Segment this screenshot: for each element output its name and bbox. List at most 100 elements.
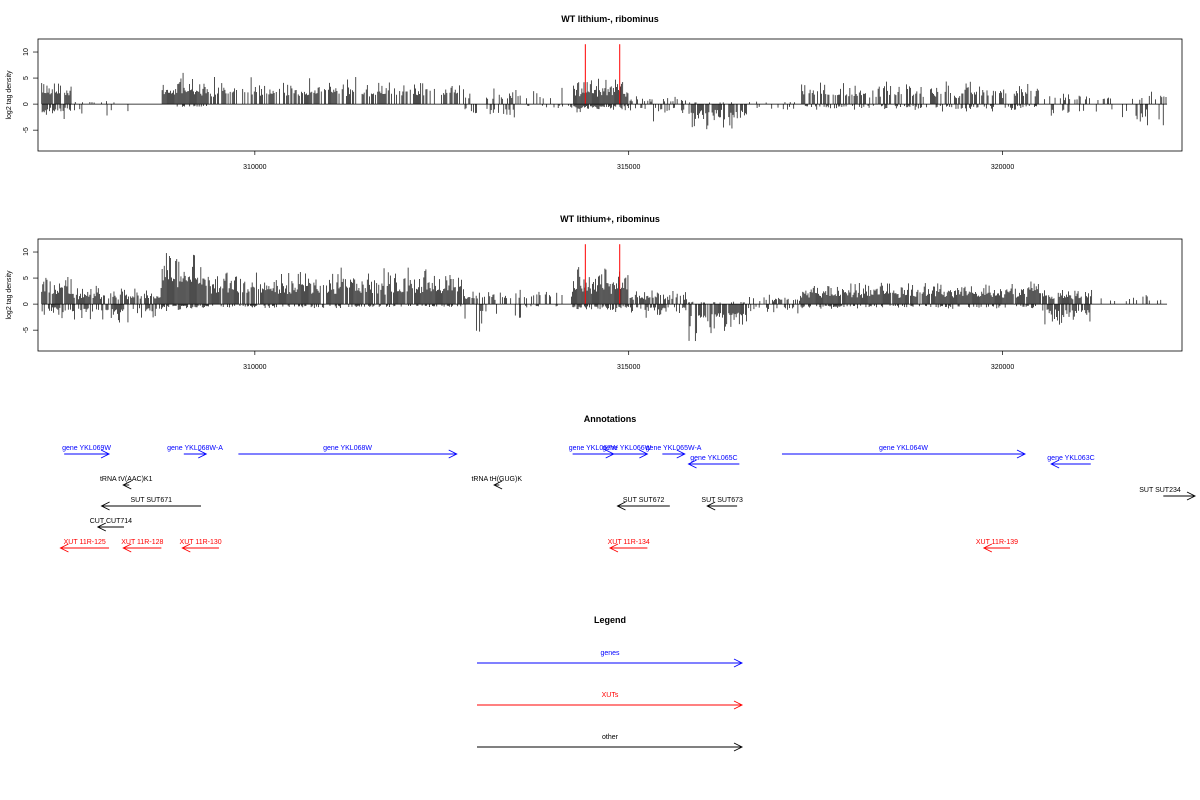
y-tick-label: 10 bbox=[23, 48, 30, 56]
feature-arrow-head bbox=[122, 543, 132, 553]
y-axis: -5 0 5 10 bbox=[23, 248, 38, 333]
y-tick-label: 0 bbox=[23, 102, 30, 106]
feature-label: XUT 11R-139 bbox=[976, 539, 1018, 546]
feature-list: gene YKL069W gene YKL068W-A gene YKL068W ge… bbox=[59, 445, 1197, 553]
x-axis: 310000 315000 320000 bbox=[243, 151, 1014, 171]
track-panel-lithium-plus: WT lithium+, ribominus log2 tag density … bbox=[6, 214, 1183, 371]
feature-other: SUT SUT673 bbox=[701, 497, 743, 511]
feature-other: SUT SUT671 bbox=[100, 497, 202, 511]
feature-arrow-head bbox=[1050, 459, 1060, 469]
legend-item-other: other bbox=[477, 734, 744, 752]
legend: Legend genes XUTs other bbox=[477, 615, 744, 752]
track-panel-lithium-minus: WT lithium-, ribominus log2 tag density … bbox=[6, 14, 1183, 171]
feature-gene: gene YKL065W-A bbox=[646, 445, 702, 459]
feature-other: SUT SUT672 bbox=[616, 497, 670, 511]
feature-xut: XUT 11R-130 bbox=[180, 539, 222, 553]
feature-arrow-head bbox=[198, 449, 208, 459]
feature-gene: gene YKL064W bbox=[781, 445, 1026, 459]
feature-label: gene YKL063C bbox=[1047, 455, 1094, 462]
feature-arrow-head bbox=[448, 449, 458, 459]
feature-arrow-head bbox=[1186, 491, 1197, 501]
x-tick-label: 320000 bbox=[991, 364, 1014, 371]
feature-label: XUT 11R-130 bbox=[180, 539, 222, 546]
plot-frame bbox=[37, 238, 1183, 352]
feature-arrow-head bbox=[493, 480, 503, 490]
feature-label: tRNA tV(AAC)K1 bbox=[100, 476, 153, 483]
y-tick-label: -5 bbox=[23, 127, 30, 133]
feature-label: gene YKL065C bbox=[690, 455, 737, 462]
feature-label: gene YKL069W bbox=[62, 445, 111, 452]
feature-gene: gene YKL068W bbox=[238, 445, 458, 459]
y-tick-label: -5 bbox=[23, 327, 30, 333]
feature-label: SUT SUT672 bbox=[623, 497, 665, 504]
feature-label: SUT SUT234 bbox=[1139, 487, 1181, 494]
legend-arrow-head bbox=[733, 742, 744, 752]
feature-arrow-head bbox=[676, 449, 686, 459]
feature-other: tRNA tV(AAC)K1 bbox=[100, 476, 153, 490]
legend-title: Legend bbox=[594, 615, 626, 625]
feature-xut: XUT 11R-139 bbox=[976, 539, 1018, 553]
feature-arrow-head bbox=[687, 459, 697, 469]
feature-label: SUT SUT671 bbox=[131, 497, 173, 504]
feature-label: gene YKL068W-A bbox=[167, 445, 223, 452]
feature-arrow-head bbox=[100, 449, 111, 459]
feature-arrow-head bbox=[706, 501, 716, 511]
feature-xut: XUT 11R-128 bbox=[121, 539, 163, 553]
feature-arrow-head bbox=[608, 543, 619, 553]
legend-arrow-head bbox=[733, 658, 744, 668]
panel-title: WT lithium-, ribominus bbox=[561, 14, 659, 24]
legend-label: genes bbox=[600, 650, 620, 657]
feature-gene: gene YKL068W-A bbox=[167, 445, 223, 459]
legend-item-gene: genes bbox=[477, 650, 744, 668]
legend-items: genes XUTs other bbox=[477, 650, 744, 752]
feature-arrow-head bbox=[1016, 449, 1026, 459]
feature-gene: gene YKL065C bbox=[687, 455, 740, 469]
feature-gene: gene YKL063C bbox=[1047, 455, 1095, 469]
feature-gene: gene YKL066W bbox=[602, 445, 652, 459]
feature-arrow-head bbox=[181, 543, 191, 553]
legend-arrow-head bbox=[733, 700, 744, 710]
feature-label: SUT SUT673 bbox=[701, 497, 743, 504]
feature-label: tRNA tH(GUG)K bbox=[471, 476, 522, 483]
plot-frame bbox=[37, 38, 1183, 152]
x-tick-label: 310000 bbox=[243, 164, 266, 171]
x-axis: 310000 315000 320000 bbox=[243, 351, 1014, 371]
feature-label: gene YKL067W bbox=[569, 445, 618, 452]
feature-arrow-head bbox=[616, 501, 626, 511]
feature-label: XUT 11R-125 bbox=[64, 539, 106, 546]
feature-arrow-head bbox=[96, 522, 107, 532]
feature-other: CUT CUT714 bbox=[90, 518, 132, 532]
y-tick-label: 0 bbox=[23, 302, 30, 306]
feature-arrow-head bbox=[122, 480, 132, 490]
feature-label: gene YKL065W-A bbox=[646, 445, 702, 452]
annotations-title: Annotations bbox=[584, 414, 637, 424]
y-tick-label: 5 bbox=[23, 76, 30, 80]
coverage-bars bbox=[41, 253, 1162, 342]
x-tick-label: 315000 bbox=[617, 364, 640, 371]
feature-other: tRNA tH(GUG)K bbox=[471, 476, 522, 490]
coverage-bars bbox=[41, 72, 1167, 130]
feature-arrow-head bbox=[639, 449, 649, 459]
y-tick-label: 10 bbox=[23, 248, 30, 256]
feature-label: CUT CUT714 bbox=[90, 518, 132, 525]
y-axis: -5 0 5 10 bbox=[23, 48, 38, 133]
feature-arrow-head bbox=[100, 501, 110, 511]
feature-xut: XUT 11R-125 bbox=[59, 539, 110, 553]
marker-lines bbox=[584, 44, 621, 105]
feature-label: XUT 11R-128 bbox=[121, 539, 163, 546]
feature-label: gene YKL064W bbox=[879, 445, 928, 452]
legend-label: other bbox=[602, 734, 619, 741]
feature-label: gene YKL068W bbox=[323, 445, 372, 452]
panel-title: WT lithium+, ribominus bbox=[560, 214, 660, 224]
legend-label: XUTs bbox=[602, 692, 619, 699]
feature-label: gene YKL066W bbox=[602, 445, 651, 452]
feature-other: SUT SUT234 bbox=[1139, 487, 1197, 501]
feature-label: XUT 11R-134 bbox=[608, 539, 650, 546]
x-tick-label: 310000 bbox=[243, 364, 266, 371]
y-axis-label: log2 tag density bbox=[6, 70, 13, 120]
legend-item-xut: XUTs bbox=[477, 692, 744, 710]
feature-arrow-head bbox=[59, 543, 69, 553]
y-axis-label: log2 tag density bbox=[6, 270, 13, 320]
feature-arrow-head bbox=[982, 543, 993, 553]
